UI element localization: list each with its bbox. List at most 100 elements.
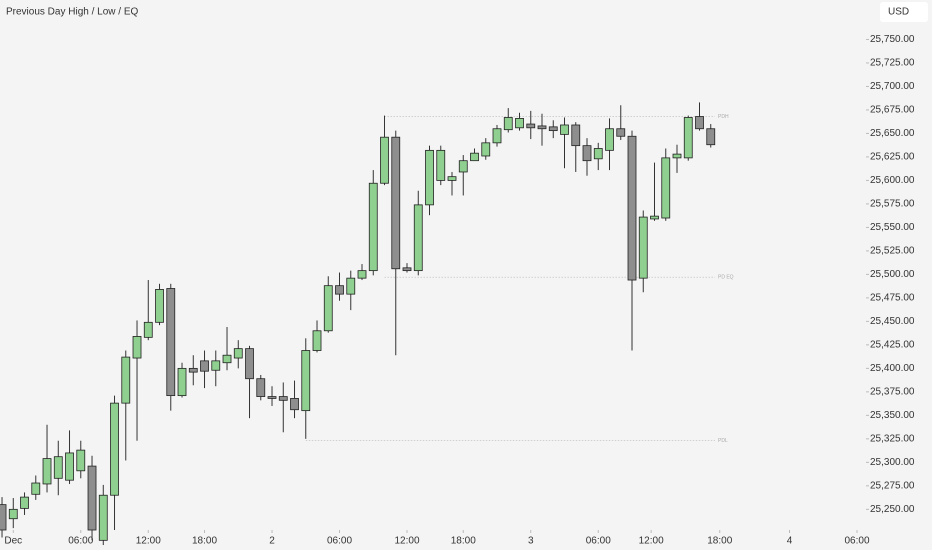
candle-body — [357, 270, 367, 279]
candle-body — [222, 354, 232, 364]
candle-body — [605, 128, 614, 151]
y-tick-label: 25,525.00 — [870, 246, 915, 257]
y-tick-label: 25,700.00 — [870, 81, 915, 92]
x-tick-label: 06:00 — [68, 536, 93, 547]
x-tick-label: 18:00 — [707, 536, 732, 547]
candle-body — [683, 117, 693, 159]
candle-body — [380, 136, 389, 184]
candle-body — [233, 348, 243, 359]
candle-body — [481, 142, 491, 157]
y-tick-label: 25,450.00 — [870, 316, 915, 327]
y-tick-label: 25,425.00 — [870, 340, 915, 351]
candle-body — [53, 456, 63, 479]
x-tick-label: 18:00 — [192, 536, 217, 547]
candle-body — [638, 216, 648, 279]
y-tick-label: 25,375.00 — [870, 387, 915, 398]
candle-body — [121, 356, 131, 404]
candle-body — [42, 458, 52, 485]
y-tick-label: 25,750.00 — [870, 34, 915, 45]
y-tick-label: 25,600.00 — [870, 175, 915, 186]
y-tick-label: 25,625.00 — [870, 152, 915, 163]
y-tick-label: 25,650.00 — [870, 128, 915, 139]
candle-body — [650, 215, 659, 220]
y-tick-label: 25,325.00 — [870, 433, 915, 444]
candle-body — [537, 125, 547, 130]
candle-body — [492, 128, 502, 144]
candle-body — [458, 160, 468, 173]
candle-body — [526, 123, 536, 129]
x-tick-label: 18:00 — [451, 536, 476, 547]
candle-body — [312, 330, 322, 351]
candle-body — [110, 402, 119, 496]
candle-body — [470, 152, 479, 162]
candle-body — [290, 398, 299, 411]
candle-body — [413, 204, 423, 272]
candle-body — [695, 116, 704, 130]
candle-body — [8, 508, 18, 520]
x-tick-label: 12:00 — [136, 536, 161, 547]
candle-body — [245, 348, 254, 380]
chart-title: Previous Day High / Low / EQ — [6, 7, 138, 18]
candle-body — [503, 117, 513, 131]
level-label: PD EQ — [718, 275, 734, 281]
candle-body — [571, 124, 581, 147]
y-tick-label: 25,350.00 — [870, 410, 915, 421]
y-tick-label: 25,250.00 — [870, 504, 915, 515]
candle-body — [200, 360, 209, 372]
candle-body — [391, 136, 401, 270]
candle-body — [65, 452, 74, 481]
candle-body — [301, 350, 311, 412]
x-tick-label: Dec — [4, 536, 22, 547]
candle-body — [256, 378, 266, 397]
candle-body — [515, 118, 524, 129]
candle-body — [267, 396, 277, 399]
candle-body — [346, 277, 356, 295]
y-tick-label: 25,475.00 — [870, 293, 915, 304]
x-tick-label: 3 — [528, 536, 534, 547]
y-tick-label: 25,300.00 — [870, 457, 915, 468]
candle-body — [98, 494, 108, 541]
y-tick-label: 25,550.00 — [870, 222, 915, 233]
currency-button[interactable] — [880, 2, 928, 22]
candle-body — [132, 336, 142, 359]
level-label: PDH — [718, 114, 729, 120]
candle-body — [560, 124, 569, 135]
y-tick-label: 25,575.00 — [870, 199, 915, 210]
candle-body — [661, 157, 671, 219]
candle-body — [0, 504, 7, 531]
y-tick-label: 25,275.00 — [870, 480, 915, 491]
x-tick-label: 06:00 — [844, 536, 869, 547]
candle-body — [672, 153, 682, 159]
candle-body — [368, 182, 378, 272]
x-tick-label: 12:00 — [394, 536, 419, 547]
y-tick-label: 25,500.00 — [870, 269, 915, 280]
candle-body — [166, 288, 176, 397]
y-tick-label: 25,400.00 — [870, 363, 915, 374]
candle-body — [20, 496, 29, 509]
y-tick-label: 25,675.00 — [870, 105, 915, 116]
candle-body — [278, 396, 288, 401]
candle-body — [593, 148, 603, 160]
candle-body — [211, 360, 221, 371]
candle-body — [323, 285, 333, 332]
x-tick-label: 06:00 — [586, 536, 611, 547]
candle-body — [155, 289, 164, 323]
candle-body — [627, 135, 637, 281]
candle-body — [582, 145, 592, 162]
candle-body — [447, 176, 457, 181]
x-tick-label: 12:00 — [639, 536, 664, 547]
candle-body — [143, 321, 153, 338]
candle-body — [76, 449, 86, 472]
currency-label[interactable]: USD — [888, 7, 909, 18]
x-tick-label: 06:00 — [327, 536, 352, 547]
candle-body — [335, 285, 344, 295]
candle-body — [188, 367, 198, 373]
x-tick-label: 4 — [787, 536, 793, 547]
level-label: PDL — [718, 438, 728, 444]
candle-body — [616, 128, 626, 137]
y-tick-label: 25,725.00 — [870, 58, 915, 69]
candle-body — [425, 149, 434, 206]
